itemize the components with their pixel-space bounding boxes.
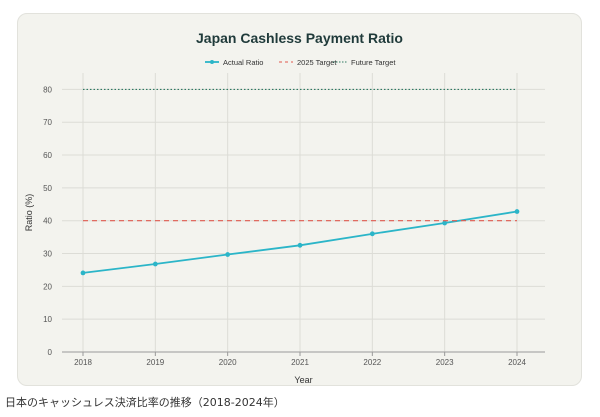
data-point [369,231,375,237]
x-tick-label: 2018 [74,358,92,367]
data-point [225,252,231,257]
y-tick-label: 30 [43,250,52,259]
y-tick-label: 0 [48,348,53,357]
y-tick-label: 20 [43,282,52,291]
x-tick-label: 2023 [436,358,454,367]
grid [62,73,545,353]
series-layer [80,88,520,276]
y-tick-label: 50 [43,184,52,193]
x-tick-label: 2024 [508,358,526,367]
data-point [152,261,158,267]
legend-label: Future Target [351,58,396,67]
y-tick-label: 10 [43,315,52,324]
data-point [442,220,448,226]
data-point [80,270,86,276]
chart-title: Japan Cashless Payment Ratio [196,30,403,46]
axes: 0 10 20 30 40 50 60 70 80 2018 2019 2020 2021 2022 202… [43,85,545,367]
data-point [514,209,520,214]
caption: 日本のキャッシュレス決済比率の推移（2018-2024年） [5,396,285,409]
x-tick-label: 2019 [146,358,164,367]
x-tick-label: 2021 [291,358,309,367]
x-tick-label: 2020 [219,358,237,367]
legend: Actual Ratio 2025 Target Future Target [205,58,396,67]
legend-label: 2025 Target [297,58,337,67]
y-tick-label: 60 [43,151,52,160]
y-tick-label: 80 [43,85,52,94]
y-axis-title: Ratio (%) [24,194,34,232]
data-point [297,242,303,248]
x-tick-label: 2022 [363,358,381,367]
legend-marker [210,60,214,64]
y-tick-label: 70 [43,118,52,127]
y-tick-label: 40 [43,217,52,226]
legend-label: Actual Ratio [223,58,263,67]
x-axis-title: Year [294,375,312,385]
